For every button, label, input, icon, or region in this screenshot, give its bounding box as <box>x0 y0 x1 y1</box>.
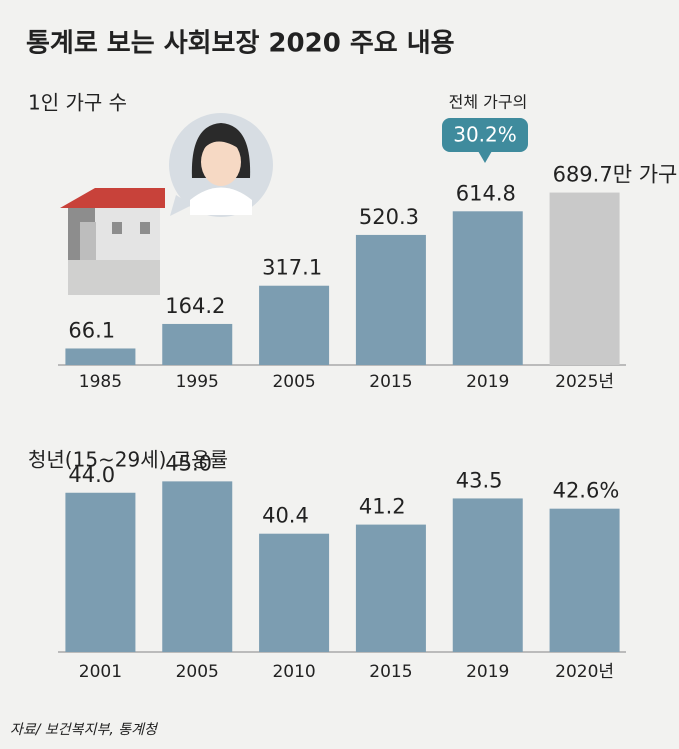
page-title: 통계로 보는 사회보장 2020 주요 내용 <box>26 29 455 59</box>
value-label: 164.2 <box>165 294 225 318</box>
chart-title: 청년(15~29세) 고용률 <box>28 448 228 472</box>
value-label: 689.7만 가구 <box>553 163 678 187</box>
value-label: 66.1 <box>68 318 115 342</box>
person-icon <box>169 113 273 217</box>
x-tick-label: 2025년 <box>555 372 614 392</box>
bar <box>259 533 330 652</box>
value-label: 614.8 <box>456 181 516 205</box>
value-label: 43.5 <box>456 468 503 492</box>
bar <box>65 492 136 652</box>
x-tick-label: 1985 <box>79 372 122 392</box>
x-tick-label: 2019 <box>466 372 509 392</box>
bar <box>355 524 426 652</box>
bar <box>549 508 620 652</box>
value-label: 317.1 <box>262 256 322 280</box>
x-tick-label: 2015 <box>369 372 412 392</box>
x-tick-label: 2005 <box>176 662 219 682</box>
value-label: 45.0 <box>165 451 212 475</box>
callout: 전체 가구의 30.2% <box>442 93 528 163</box>
value-label: 41.2 <box>359 495 406 519</box>
x-tick-label: 2010 <box>272 662 315 682</box>
bar <box>549 192 620 365</box>
bar <box>259 285 330 365</box>
bar <box>452 498 523 652</box>
x-tick-label: 2005 <box>272 372 315 392</box>
bar <box>162 481 233 652</box>
value-label: 44.0 <box>68 463 115 487</box>
source: 자료/ 보건복지부, 통계청 <box>10 722 159 738</box>
callout-pointer <box>478 151 492 163</box>
callout-box <box>442 118 528 152</box>
value-label: 520.3 <box>359 205 419 229</box>
annotation: 전체 가구의 <box>449 93 528 112</box>
x-tick-label: 2019 <box>466 662 509 682</box>
chart-title: 1인 가구 수 <box>28 91 127 115</box>
x-tick-label: 1995 <box>176 372 219 392</box>
value-label: 42.6% <box>553 479 620 503</box>
annotation-value: 30.2% <box>453 123 517 147</box>
value-label: 40.4 <box>262 504 309 528</box>
bar <box>65 348 136 365</box>
bar <box>162 323 233 365</box>
bar <box>355 234 426 365</box>
x-tick-label: 2015 <box>369 662 412 682</box>
house-icon <box>60 188 165 295</box>
x-tick-label: 2001 <box>79 662 122 682</box>
bar <box>452 211 523 365</box>
x-tick-label: 2020년 <box>555 662 614 682</box>
